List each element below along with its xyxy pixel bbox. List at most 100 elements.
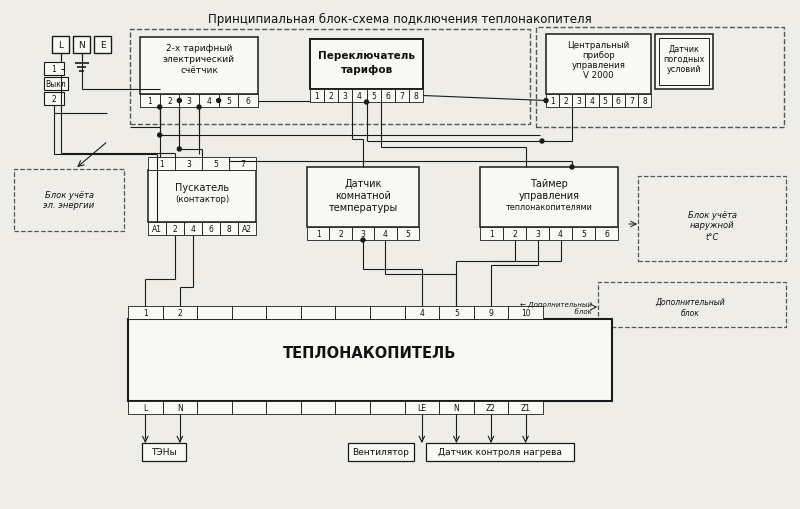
Bar: [572, 95, 586, 108]
Text: 5: 5: [406, 230, 410, 239]
Text: комнатной: комнатной: [335, 191, 391, 201]
Bar: [335, 306, 370, 319]
Bar: [381, 90, 394, 103]
Text: 3: 3: [535, 230, 540, 239]
Text: A2: A2: [242, 224, 252, 234]
Bar: [179, 95, 199, 108]
Bar: [218, 95, 238, 108]
Bar: [598, 282, 786, 327]
Bar: [480, 228, 503, 241]
Bar: [266, 401, 301, 414]
Bar: [202, 158, 229, 171]
Text: 8: 8: [642, 97, 647, 106]
Bar: [238, 95, 258, 108]
Text: 1: 1: [143, 308, 148, 318]
Bar: [199, 95, 218, 108]
Bar: [232, 306, 266, 319]
Text: 3: 3: [186, 160, 191, 168]
Bar: [266, 306, 301, 319]
Text: L: L: [143, 403, 147, 412]
Bar: [405, 306, 439, 319]
Bar: [128, 319, 612, 401]
Bar: [73, 37, 90, 54]
Text: счётчик: счётчик: [180, 65, 218, 74]
Text: условий: условий: [666, 64, 702, 73]
Bar: [474, 401, 508, 414]
Text: E: E: [100, 41, 106, 50]
Text: 4: 4: [419, 308, 424, 318]
Text: блок: блок: [681, 308, 699, 317]
Text: Принципиальная блок-схема подключения теплонакопителя: Принципиальная блок-схема подключения те…: [208, 13, 592, 26]
Text: ТЕПЛОНАКОПИТЕЛЬ: ТЕПЛОНАКОПИТЕЛЬ: [283, 345, 457, 360]
Circle shape: [178, 148, 182, 152]
Bar: [508, 306, 543, 319]
Bar: [338, 90, 352, 103]
Bar: [184, 222, 202, 236]
Text: 1: 1: [550, 97, 555, 106]
Bar: [549, 228, 572, 241]
Bar: [659, 39, 709, 86]
Bar: [301, 401, 335, 414]
Bar: [197, 306, 232, 319]
Bar: [310, 90, 324, 103]
Bar: [220, 222, 238, 236]
Text: 7: 7: [399, 92, 404, 101]
Text: прибор: прибор: [582, 50, 615, 60]
Bar: [426, 443, 574, 461]
Text: теплонакопителями: теплонакопителями: [506, 203, 593, 212]
Bar: [536, 28, 784, 128]
Text: ТЭНы: ТЭНы: [151, 447, 177, 457]
Bar: [370, 401, 405, 414]
Text: N: N: [454, 403, 459, 412]
Bar: [14, 169, 124, 232]
Text: эл. энергии: эл. энергии: [43, 200, 94, 209]
Text: Вентилятор: Вентилятор: [353, 447, 410, 457]
Bar: [44, 93, 64, 106]
Text: 1: 1: [159, 160, 164, 168]
Text: 2: 2: [52, 95, 56, 104]
Text: 6: 6: [246, 97, 250, 106]
Text: электрический: электрический: [163, 54, 235, 64]
Text: Датчик: Датчик: [669, 44, 699, 53]
Bar: [348, 443, 414, 461]
Text: N: N: [177, 403, 182, 412]
Bar: [352, 228, 374, 241]
Text: Датчик: Датчик: [344, 179, 382, 189]
Text: Пускатель: Пускатель: [175, 183, 229, 192]
Text: 8: 8: [226, 224, 231, 234]
Circle shape: [178, 99, 182, 103]
Circle shape: [158, 134, 162, 138]
Text: температуры: температуры: [328, 203, 398, 213]
Text: 9: 9: [489, 308, 494, 318]
Text: Блок учёта: Блок учёта: [45, 190, 94, 199]
Text: 5: 5: [581, 230, 586, 239]
Text: 8: 8: [414, 92, 418, 101]
Text: 1: 1: [489, 230, 494, 239]
Circle shape: [365, 101, 369, 105]
Bar: [374, 228, 397, 241]
Bar: [238, 222, 256, 236]
Bar: [598, 95, 612, 108]
Circle shape: [217, 99, 221, 103]
Text: 2: 2: [563, 97, 568, 106]
Text: 2-х тарифный: 2-х тарифный: [166, 43, 232, 52]
Bar: [148, 158, 175, 171]
Text: 10: 10: [521, 308, 530, 318]
Bar: [503, 228, 526, 241]
Text: 3: 3: [576, 97, 582, 106]
Bar: [546, 35, 651, 95]
Text: 4: 4: [383, 230, 388, 239]
Text: 2: 2: [167, 97, 172, 106]
Bar: [140, 38, 258, 95]
Bar: [307, 167, 419, 228]
Bar: [655, 35, 713, 90]
Bar: [44, 78, 68, 91]
Text: Датчик контроля нагрева: Датчик контроля нагрева: [438, 447, 562, 457]
Text: ← Дополнительный
      блок: ← Дополнительный блок: [520, 301, 592, 314]
Text: 7: 7: [629, 97, 634, 106]
Text: 4: 4: [357, 92, 362, 101]
Circle shape: [158, 106, 162, 110]
Text: Блок учёта: Блок учёта: [687, 210, 737, 219]
Text: Таймер: Таймер: [530, 179, 568, 189]
Bar: [94, 37, 111, 54]
